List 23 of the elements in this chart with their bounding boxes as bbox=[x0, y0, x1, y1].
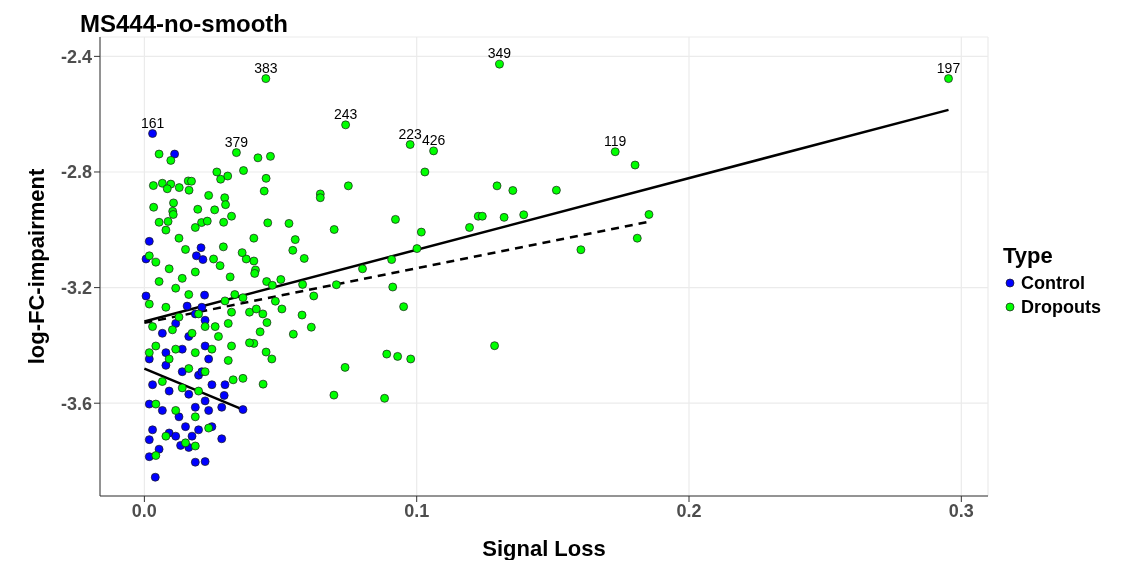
x-axis-title: Signal Loss bbox=[482, 536, 606, 561]
x-tick-label: 0.0 bbox=[131, 500, 157, 521]
y-axis-title: log-FC-impairment bbox=[23, 168, 49, 365]
annotation: 223 bbox=[398, 125, 423, 142]
annotation: 197 bbox=[936, 59, 961, 76]
annotation: 383 bbox=[254, 59, 278, 76]
chart-title: MS444-no-smooth bbox=[80, 10, 289, 38]
legend-label: Control bbox=[1021, 272, 1085, 294]
y-tick-label: -3.6 bbox=[60, 393, 92, 414]
annotation: 161 bbox=[140, 114, 165, 131]
annotation: 349 bbox=[487, 45, 512, 62]
legend-title: Type bbox=[1003, 243, 1054, 269]
y-tick-label: -2.8 bbox=[60, 162, 92, 183]
y-tick-label: -2.4 bbox=[60, 46, 92, 67]
annotation: 243 bbox=[333, 105, 358, 122]
annotation: 426 bbox=[421, 131, 446, 148]
y-tick-label: -3.2 bbox=[60, 277, 92, 298]
x-tick-label: 0.2 bbox=[676, 500, 702, 521]
x-tick-label: 0.3 bbox=[948, 500, 974, 521]
legend-label: Dropouts bbox=[1021, 296, 1101, 318]
annotation: 379 bbox=[224, 133, 249, 150]
x-tick-label: 0.1 bbox=[404, 500, 430, 521]
annotation: 119 bbox=[604, 132, 627, 149]
